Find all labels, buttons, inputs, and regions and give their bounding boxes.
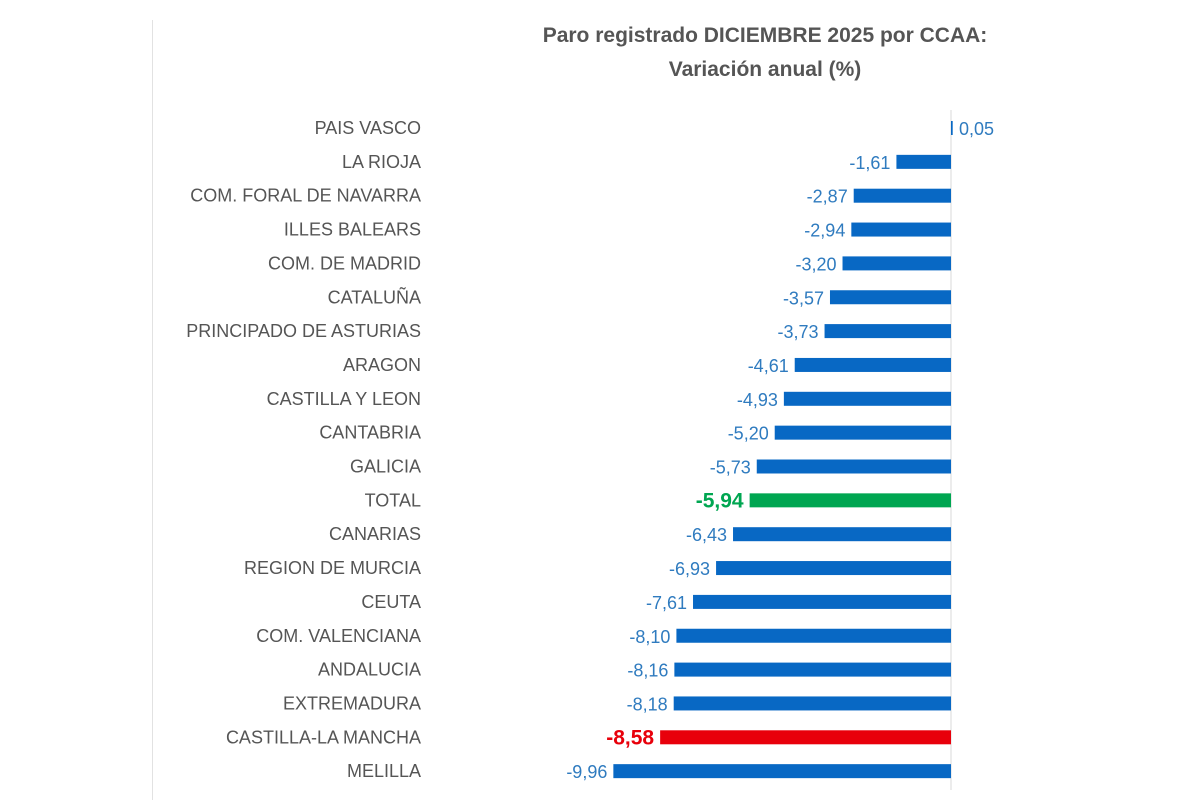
bar	[853, 188, 951, 203]
bar	[613, 764, 951, 779]
category-label: GALICIA	[350, 457, 421, 477]
category-label: ARAGON	[343, 355, 421, 375]
category-label: LA RIOJA	[342, 152, 421, 172]
value-label: -8,10	[629, 627, 670, 647]
bar	[674, 662, 951, 677]
value-label: -3,57	[783, 288, 824, 308]
bar	[794, 357, 951, 372]
bar	[660, 730, 951, 745]
category-label: CASTILLA-LA MANCHA	[226, 727, 421, 747]
bar	[774, 425, 951, 440]
value-label: -8,18	[627, 694, 668, 714]
bar	[716, 561, 951, 576]
bar	[851, 222, 951, 237]
value-label: -2,87	[807, 187, 848, 207]
bar	[783, 391, 951, 406]
value-label: -8,58	[606, 726, 654, 749]
chart-subtitle: Variación anual (%)	[668, 58, 862, 81]
value-label: -5,20	[728, 424, 769, 444]
category-label: MELILLA	[347, 761, 421, 781]
value-label: -4,93	[737, 390, 778, 410]
value-label: -3,73	[778, 322, 819, 342]
category-label: COM. FORAL DE NAVARRA	[190, 186, 421, 206]
category-label: COM. DE MADRID	[268, 253, 421, 273]
category-label: CASTILLA Y LEON	[267, 389, 421, 409]
category-label: CANTABRIA	[319, 423, 421, 443]
value-label: -6,43	[686, 525, 727, 545]
bar	[824, 324, 951, 339]
value-label: -9,96	[566, 762, 607, 782]
value-label: -5,94	[696, 489, 744, 512]
chart-frame-line	[152, 20, 153, 800]
value-label: -2,94	[804, 221, 845, 241]
value-label: 0,05	[959, 119, 994, 139]
category-label: CANARIAS	[329, 524, 421, 544]
category-label: EXTREMADURA	[283, 693, 421, 713]
bar	[829, 290, 951, 305]
category-label: CATALUÑA	[328, 286, 421, 307]
bar	[673, 696, 951, 711]
bar	[951, 121, 953, 135]
category-label: TOTAL	[365, 490, 421, 510]
bar	[896, 154, 951, 169]
bar	[756, 459, 951, 474]
category-label: ANDALUCIA	[318, 660, 421, 680]
category-label: ILLES BALEARS	[284, 220, 421, 240]
bar	[842, 256, 951, 271]
value-label: -5,73	[710, 458, 751, 478]
value-label: -1,61	[849, 153, 890, 173]
bar	[693, 594, 951, 609]
value-label: -8,16	[627, 661, 668, 681]
bar	[733, 527, 951, 542]
value-label: -3,20	[795, 254, 836, 274]
bar	[749, 493, 951, 508]
value-label: -7,61	[646, 593, 687, 613]
category-label: PAIS VASCO	[315, 118, 421, 138]
value-label: -6,93	[669, 559, 710, 579]
category-label: REGION DE MURCIA	[244, 558, 421, 578]
chart-title: Paro registrado DICIEMBRE 2025 por CCAA:	[542, 24, 988, 47]
bar	[676, 628, 951, 643]
category-label: PRINCIPADO DE ASTURIAS	[186, 321, 421, 341]
category-label: COM. VALENCIANA	[256, 626, 421, 646]
category-label: CEUTA	[361, 592, 421, 612]
value-label: -4,61	[748, 356, 789, 376]
